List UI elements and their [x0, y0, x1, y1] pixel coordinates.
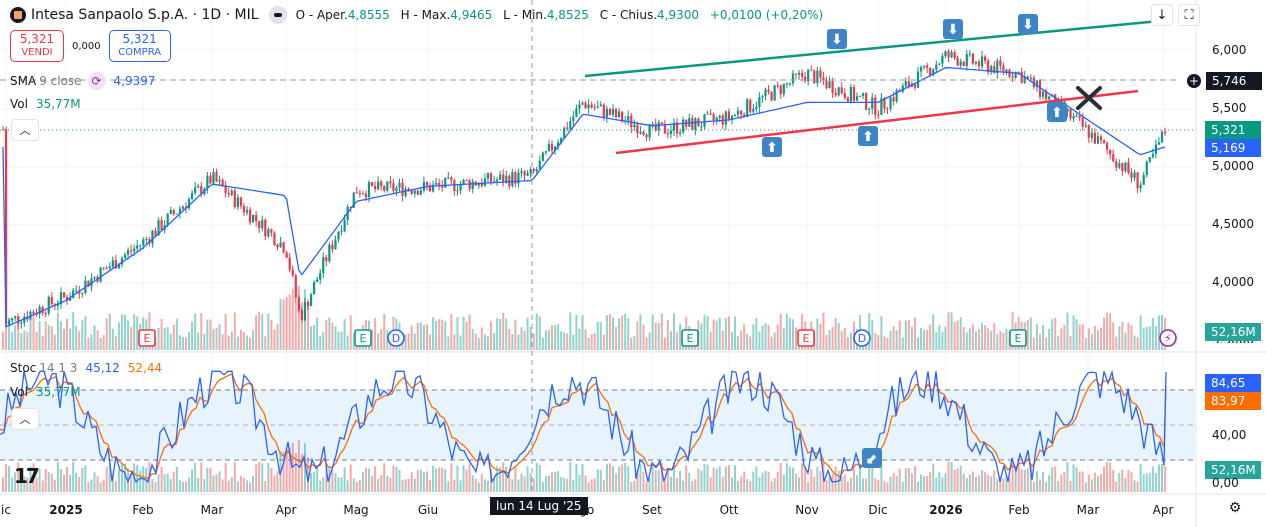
flash-event-icon[interactable]: ⚡	[1159, 329, 1177, 347]
svg-text:⚡: ⚡	[1164, 332, 1172, 345]
buy-button[interactable]: 5,321 COMPRA	[108, 30, 171, 62]
buy-signal-arrow-icon[interactable]: ⬆	[762, 137, 782, 157]
stoch-k-line	[0, 369, 1167, 484]
stoch-volume-legend[interactable]: Vol 35,77M	[10, 385, 81, 399]
time-axis-label: Nov	[795, 503, 819, 517]
time-axis-label: Feb	[1008, 503, 1030, 517]
price-tick: 6,000	[1212, 43, 1247, 57]
svg-text:D: D	[858, 332, 866, 345]
buy-signal-arrow-icon[interactable]: ⬆	[1047, 102, 1067, 122]
svg-text:D: D	[392, 332, 400, 345]
arrow-down-icon: ↓	[1156, 7, 1168, 23]
crosshair-price-tag: 5,746	[1206, 72, 1262, 90]
upper-trendline[interactable]	[584, 18, 1171, 78]
earnings-marker-icon[interactable]: E	[1009, 329, 1027, 347]
trade-panel: 5,321 VENDI 0,000 5,321 COMPRA	[10, 30, 171, 62]
change-value: +0,0100 (+0,20%)	[709, 8, 824, 22]
stoch-legend[interactable]: Stoc 14 1 3 45,12 52,44	[10, 361, 163, 375]
time-axis-label: Giu	[417, 503, 439, 517]
symbol-legend: Intesa Sanpaolo S.p.A. · 1D · MIL O - Ap…	[10, 6, 830, 24]
svg-text:E: E	[687, 332, 694, 345]
time-axis-label: Mar	[1076, 503, 1100, 517]
crosshair-date-tag: lun 14 Lug '25	[490, 497, 588, 515]
svg-text:⬋: ⬋	[866, 451, 878, 467]
svg-text:⬇: ⬇	[831, 32, 843, 48]
volume-legend[interactable]: Vol 35,77M	[10, 97, 81, 111]
lower-trendline[interactable]	[615, 89, 1139, 155]
time-axis-label: ic	[1, 503, 11, 517]
volume-bars	[2, 285, 1167, 350]
volume-tag: 52,16M	[1205, 323, 1261, 341]
sma-legend[interactable]: SMA 9 close ⟳ 4,9397	[10, 72, 156, 90]
time-axis-label: Feb	[132, 503, 154, 517]
svg-text:E: E	[360, 332, 367, 345]
time-axis-label: Ott	[719, 503, 739, 517]
svg-text:E: E	[144, 332, 151, 345]
ohlc-values: O - Aper.4,8555 H - Max.4,9465 L - Min.4…	[295, 8, 824, 22]
svg-text:E: E	[1015, 332, 1022, 345]
stoch-tick: 40,00	[1212, 428, 1247, 442]
sell-button[interactable]: 5,321 VENDI	[10, 30, 64, 62]
add-alert-plus-icon[interactable]: +	[1186, 73, 1202, 89]
stoch-k-tag: 84,65	[1205, 374, 1261, 392]
time-axis-label: Mag	[343, 503, 369, 517]
sell-signal-arrow-icon[interactable]: ⬇	[1018, 14, 1038, 34]
dividend-marker-icon[interactable]: D	[387, 329, 405, 347]
dividend-marker-icon[interactable]: D	[853, 329, 871, 347]
sync-icon[interactable]: ⟳	[87, 72, 106, 90]
svg-text:⬆: ⬆	[766, 140, 778, 156]
time-axis-label: Apr	[1152, 503, 1174, 517]
stoch-d-line	[0, 373, 1167, 480]
fullscreen-icon: ⛶	[1184, 7, 1194, 23]
scroll-to-latest-button[interactable]: ↓	[1151, 4, 1173, 26]
stoch-d-tag: 83,97	[1205, 392, 1261, 410]
svg-text:E: E	[803, 332, 810, 345]
symbol-title[interactable]: Intesa Sanpaolo S.p.A. · 1D · MIL	[31, 7, 259, 23]
sma-price-tag: 5,169	[1205, 139, 1261, 157]
stoch-volume-tag: 52,16M	[1205, 461, 1261, 479]
time-axis-label: 2026	[929, 503, 963, 517]
market-closed-icon[interactable]	[268, 6, 287, 24]
time-axis-label: Dic	[868, 503, 888, 517]
collapse-stoch-legend-button[interactable]: ︿	[11, 408, 39, 430]
svg-text:⬇: ⬇	[1022, 17, 1034, 33]
symbol-logo-icon	[10, 7, 26, 23]
svg-text:⬇: ⬇	[947, 22, 959, 38]
time-axis-label: Apr	[275, 503, 297, 517]
earnings-marker-icon[interactable]: E	[138, 329, 156, 347]
chevron-up-icon: ︿	[19, 413, 31, 426]
breakdown-x-marker[interactable]	[1076, 86, 1102, 110]
price-tick: 5,0000	[1212, 159, 1254, 173]
fullscreen-button[interactable]: ⛶	[1178, 4, 1200, 26]
tradingview-logo[interactable]: 17	[14, 464, 40, 488]
sell-signal-arrow-icon[interactable]: ⬇	[827, 29, 847, 49]
spread-value: 0,000	[72, 40, 101, 52]
settings-gear-icon[interactable]: ⚙	[1228, 500, 1242, 516]
chevron-up-icon: ︿	[19, 124, 31, 137]
last-price-tag: 5,321	[1205, 121, 1261, 139]
stoch-signal-arrow-icon[interactable]: ⬋	[862, 448, 882, 468]
time-axis-label: Mar	[200, 503, 224, 517]
stoch-tick: 0,00	[1212, 476, 1239, 490]
svg-text:⬆: ⬆	[862, 129, 874, 145]
sma-line	[2, 67, 1166, 328]
collapse-legend-button[interactable]: ︿	[11, 119, 39, 141]
earnings-marker-icon[interactable]: E	[354, 329, 372, 347]
earnings-marker-icon[interactable]: E	[681, 329, 699, 347]
price-tick: 4,0000	[1212, 275, 1254, 289]
price-tick: 4,5000	[1212, 217, 1254, 231]
earnings-marker-icon[interactable]: E	[797, 329, 815, 347]
svg-text:⬆: ⬆	[1051, 105, 1063, 121]
time-axis-label: 2025	[49, 503, 83, 517]
price-tick: 5,500	[1212, 101, 1247, 115]
sell-signal-arrow-icon[interactable]: ⬇	[943, 19, 963, 39]
candlesticks	[1, 48, 1167, 329]
buy-signal-arrow-icon[interactable]: ⬆	[858, 126, 878, 146]
time-axis-label: Set	[642, 503, 662, 517]
